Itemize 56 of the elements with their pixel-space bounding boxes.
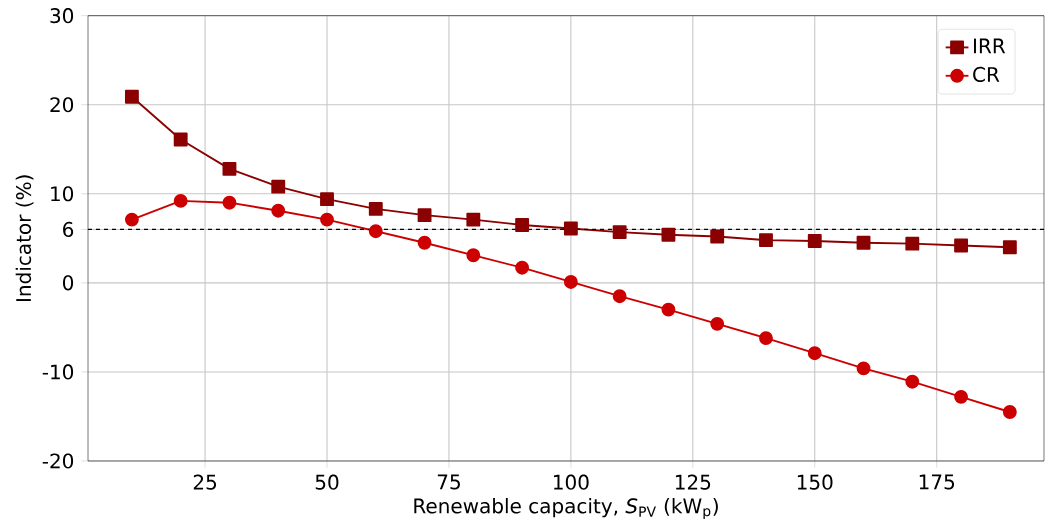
point xyxy=(563,221,578,236)
point xyxy=(1002,405,1017,419)
legend-label: IRR xyxy=(974,38,1006,54)
point xyxy=(856,235,871,250)
x-tick-label: 175 xyxy=(919,474,955,490)
point xyxy=(417,208,432,223)
point xyxy=(710,229,725,244)
point xyxy=(759,233,773,248)
point xyxy=(466,212,481,227)
point xyxy=(320,212,334,227)
point xyxy=(905,374,920,389)
point xyxy=(222,195,237,210)
point xyxy=(368,201,383,216)
point xyxy=(661,302,676,317)
y-tick-label: 30 xyxy=(50,8,74,24)
point xyxy=(661,227,676,242)
point xyxy=(222,161,237,176)
point xyxy=(612,289,627,304)
point xyxy=(466,248,481,263)
x-tick-label: 125 xyxy=(675,474,711,490)
point xyxy=(417,235,432,250)
point xyxy=(807,234,822,248)
point xyxy=(124,89,139,104)
y-tick-label: -10 xyxy=(42,364,74,380)
point xyxy=(807,346,822,361)
x-tick-label: 100 xyxy=(553,474,589,490)
x-tick-label: 75 xyxy=(437,474,460,490)
y-tick-label: 6 xyxy=(63,221,74,237)
x-axis-title: Renewable capacity, S$_{PV}$ (kW$_{p}$) xyxy=(414,497,718,519)
point xyxy=(173,132,188,147)
point xyxy=(271,179,286,194)
point xyxy=(759,331,773,346)
y-tick-label: 10 xyxy=(51,186,74,202)
y-axis-title: Indicator (%) xyxy=(15,175,34,302)
point xyxy=(563,275,578,289)
point xyxy=(954,389,969,404)
point xyxy=(856,361,871,376)
point xyxy=(954,238,969,253)
point xyxy=(612,225,627,240)
point xyxy=(368,224,383,239)
y-tick-label: -20 xyxy=(42,453,74,469)
point xyxy=(515,260,530,275)
point xyxy=(271,203,286,218)
x-tick-label: 50 xyxy=(315,474,339,490)
point xyxy=(710,316,725,331)
y-tick-label: 20 xyxy=(50,97,74,113)
x-tick-label: 25 xyxy=(193,474,217,490)
point xyxy=(173,193,188,208)
point xyxy=(124,212,139,227)
point xyxy=(1002,240,1017,255)
legend-label: CR xyxy=(973,66,1000,82)
point xyxy=(320,192,334,207)
x-tick-label: 150 xyxy=(797,474,833,490)
point xyxy=(905,236,920,251)
point xyxy=(515,218,530,232)
y-tick-label: 0 xyxy=(63,275,74,291)
